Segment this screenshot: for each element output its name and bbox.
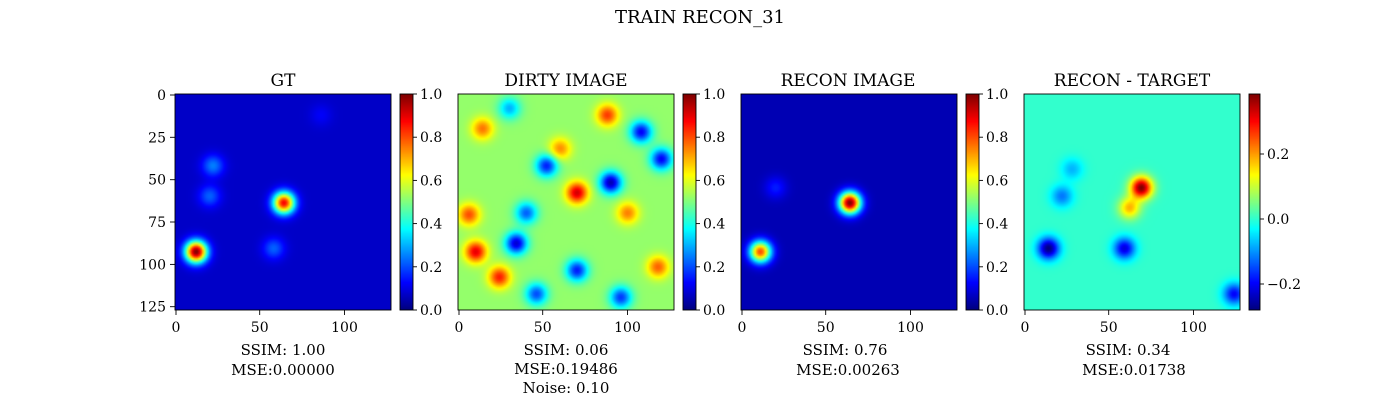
caption-line: MSE:0.01738 [1082, 361, 1186, 379]
colorbar-tick-label: −0.2 [1267, 277, 1301, 293]
panel-dirty-image: DIRTY IMAGE 0 50 100 0.0 0.2 0.4 0.6 0.8… [455, 71, 726, 397]
colorbar-ticks: 0.0 0.2 0.4 0.6 0.8 1.0 [979, 87, 1008, 319]
colorbar [1249, 94, 1260, 310]
colorbar-tick-label: 0.4 [986, 217, 1008, 233]
caption-line: MSE:0.19486 [514, 360, 618, 378]
panel-gt: GT 0 50 100 0 25 50 75 100 125 [139, 71, 442, 379]
caption-line: SSIM: 0.34 [1086, 341, 1171, 359]
x-tick-label: 50 [251, 320, 269, 336]
x-axis: 0 50 100 [738, 310, 924, 336]
heatmap-recon-image [741, 94, 957, 310]
colorbar-tick-label: 0.6 [420, 173, 442, 189]
colorbar-tick-label: 0.2 [1267, 147, 1289, 163]
colorbar-ticks: 0.0 0.2 0.4 0.6 0.8 1.0 [696, 87, 725, 319]
heatmap-frame [1023, 93, 1241, 311]
colorbar-tick-label: 0.2 [703, 260, 725, 276]
y-tick-label: 75 [148, 215, 166, 231]
heatmap-frame [174, 93, 392, 311]
colorbar-tick-label: 1.0 [420, 87, 442, 103]
x-tick-label: 100 [331, 320, 358, 336]
panel-title: DIRTY IMAGE [504, 71, 627, 91]
heatmap-dirty-image [458, 94, 674, 310]
colorbar [683, 94, 696, 310]
colorbar [400, 94, 413, 310]
colorbar-tick-label: 0.4 [420, 217, 442, 233]
heatmap-frame [457, 93, 675, 311]
x-tick-label: 0 [455, 320, 464, 336]
x-tick-label: 50 [1100, 320, 1118, 336]
colorbar-tick-label: 0.8 [703, 130, 725, 146]
x-tick-label: 100 [1180, 320, 1207, 336]
figure-suptitle: TRAIN RECON_31 [615, 7, 785, 28]
colorbar-tick-label: 0.8 [986, 130, 1008, 146]
colorbar-tick-label: 0.2 [986, 260, 1008, 276]
colorbar-tick-label: 0.6 [986, 173, 1008, 189]
colorbar-tick-label: 0.0 [1267, 212, 1289, 228]
colorbar-tick-label: 0.4 [703, 217, 725, 233]
colorbar [966, 94, 979, 310]
x-axis: 0 50 100 [455, 310, 641, 336]
caption-line: SSIM: 1.00 [241, 341, 326, 359]
colorbar-frame [965, 93, 980, 311]
colorbar-tick-label: 0.6 [703, 173, 725, 189]
caption-line: SSIM: 0.76 [803, 341, 888, 359]
x-axis: 0 50 100 [172, 310, 358, 336]
heatmap-recon-minus-target [1024, 94, 1240, 310]
heatmap-frame [740, 93, 958, 311]
colorbar-tick-label: 0.0 [703, 303, 725, 319]
colorbar-ticks: −0.2 0.0 0.2 [1260, 147, 1301, 293]
x-tick-label: 100 [897, 320, 924, 336]
y-tick-label: 100 [139, 257, 166, 273]
colorbar-tick-label: 0.2 [420, 260, 442, 276]
colorbar-frame [1248, 93, 1261, 311]
y-tick-label: 25 [148, 130, 166, 146]
caption-line: SSIM: 0.06 [524, 341, 609, 359]
panel-title: GT [271, 71, 297, 91]
y-tick-label: 50 [148, 173, 166, 189]
panel-title: RECON IMAGE [781, 71, 916, 91]
caption-line: MSE:0.00263 [796, 361, 900, 379]
colorbar-frame [399, 93, 414, 311]
x-tick-label: 50 [817, 320, 835, 336]
caption-line: Noise: 0.10 [523, 379, 610, 397]
x-tick-label: 0 [172, 320, 181, 336]
y-tick-label: 125 [139, 300, 166, 316]
x-tick-label: 0 [738, 320, 747, 336]
panel-recon-image: RECON IMAGE 0 50 100 0.0 0.2 0.4 0.6 0.8… [738, 71, 1009, 379]
panel-title: RECON - TARGET [1054, 71, 1211, 91]
colorbar-frame [682, 93, 697, 311]
caption-line: MSE:0.00000 [231, 361, 335, 379]
x-tick-label: 0 [1021, 320, 1030, 336]
colorbar-ticks: 0.0 0.2 0.4 0.6 0.8 1.0 [413, 87, 442, 319]
x-tick-label: 50 [534, 320, 552, 336]
colorbar-tick-label: 1.0 [986, 87, 1008, 103]
colorbar-tick-label: 1.0 [703, 87, 725, 103]
y-tick-label: 0 [157, 88, 166, 104]
x-tick-label: 100 [614, 320, 641, 336]
colorbar-tick-label: 0.0 [986, 303, 1008, 319]
x-axis: 0 50 100 [1021, 310, 1207, 336]
heatmap-gt [175, 94, 391, 310]
panel-recon-minus-target: RECON - TARGET 0 50 100 −0.2 0.0 0.2 SSI… [1021, 71, 1301, 379]
colorbar-tick-label: 0.0 [420, 303, 442, 319]
y-axis: 0 25 50 75 100 125 [139, 88, 175, 316]
colorbar-tick-label: 0.8 [420, 130, 442, 146]
